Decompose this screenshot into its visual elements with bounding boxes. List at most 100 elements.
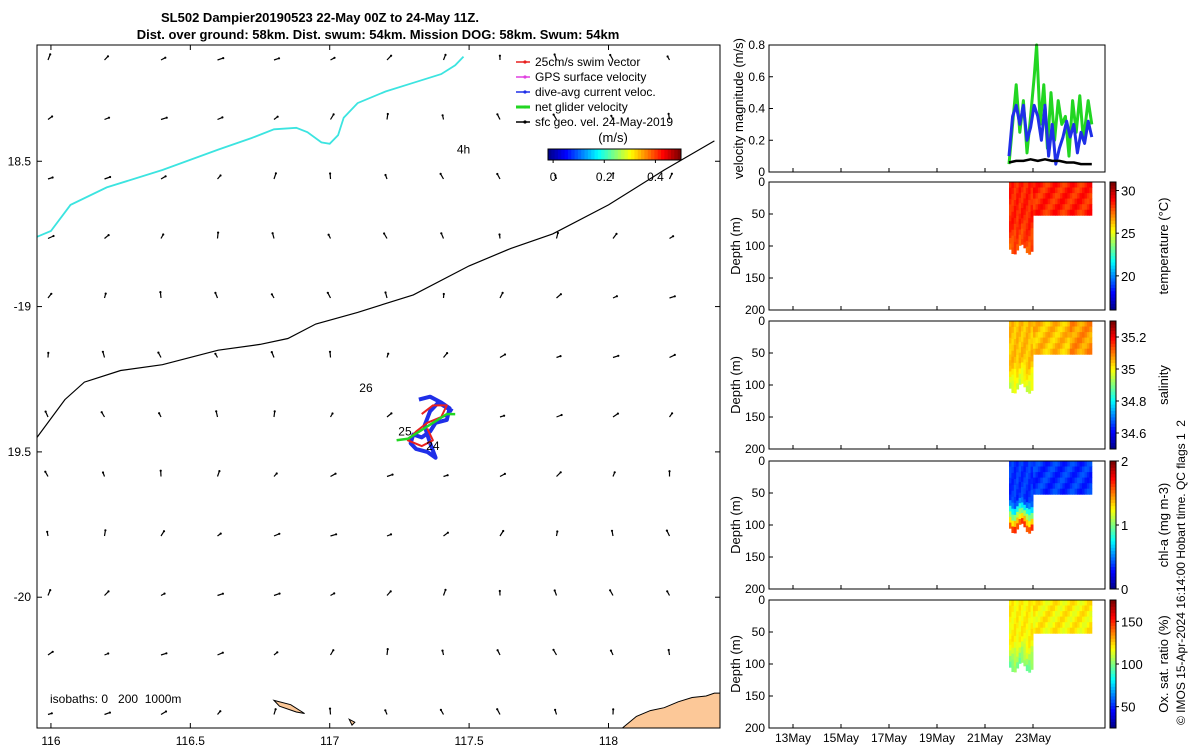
profile-cell xyxy=(1013,612,1017,619)
profile-cell xyxy=(1047,611,1051,618)
geo-vector-head xyxy=(328,350,332,353)
profile-cell xyxy=(1016,511,1020,519)
profile-cell xyxy=(1016,639,1020,646)
geo-vector-head xyxy=(612,172,615,175)
profile-cell xyxy=(1028,194,1032,201)
profile-cell xyxy=(1089,472,1093,479)
profile-cell xyxy=(1079,600,1083,606)
profile-cell xyxy=(1025,326,1029,334)
geo-vector-head xyxy=(214,352,217,355)
profile-cell xyxy=(1050,198,1054,205)
geo-vector-head xyxy=(502,529,505,533)
profile-cell xyxy=(1028,515,1032,522)
profile-cell xyxy=(1040,332,1044,339)
profile-colorbar-segment xyxy=(1110,429,1116,434)
geo-vector-head xyxy=(439,708,442,712)
profile-cell xyxy=(1025,641,1029,648)
profile-colorbar-label: temperature (°C) xyxy=(1156,198,1171,295)
profile-cell xyxy=(1018,631,1022,638)
profile-cell xyxy=(1064,472,1068,479)
profile-cell xyxy=(1033,187,1036,194)
profile-colorbar-segment xyxy=(1110,467,1116,471)
profile-cell xyxy=(1052,198,1056,205)
profile-cell xyxy=(1025,513,1029,521)
profile-cell xyxy=(1035,187,1039,194)
geo-vector-head xyxy=(496,708,499,711)
profile-cell xyxy=(1052,605,1056,612)
profile-cell xyxy=(1055,461,1058,467)
geo-vector-head xyxy=(159,469,162,472)
colorbar-frame xyxy=(547,148,682,161)
profile-cell xyxy=(1052,466,1056,473)
profile-colorbar-segment xyxy=(1110,585,1116,590)
geo-vector-head xyxy=(609,53,612,57)
profile-colorbar-tick-label: 50 xyxy=(1121,700,1135,715)
profile-cell xyxy=(1030,663,1034,670)
profile-cell xyxy=(1009,360,1012,367)
profile-cell xyxy=(1060,332,1063,339)
profile-colorbar-segment xyxy=(1110,378,1116,383)
time-axis: 13May 15May 17May 19May 21May 23May xyxy=(775,168,1051,745)
profile-cell xyxy=(1030,338,1034,345)
profile-cell xyxy=(1060,187,1063,194)
geo-vector-head xyxy=(49,589,52,592)
profile-cell xyxy=(1018,647,1022,654)
profile-cell xyxy=(1074,198,1078,205)
geo-vector-head xyxy=(386,648,389,651)
profile-cell xyxy=(1018,224,1022,230)
profile-cell xyxy=(1033,343,1036,350)
geo-vector-head xyxy=(503,353,507,356)
profile-cell xyxy=(1062,472,1066,479)
profile-cell xyxy=(1082,187,1085,194)
profile-cell xyxy=(1028,224,1032,231)
profile-cell xyxy=(1082,472,1085,479)
profile-cell xyxy=(1023,225,1027,232)
profile-cell xyxy=(1018,482,1022,488)
profile-cell xyxy=(1082,337,1085,344)
profile-cell xyxy=(1023,236,1027,243)
profile-cell xyxy=(1030,187,1034,195)
profile-cell xyxy=(1047,488,1051,495)
profile-cell xyxy=(1079,611,1083,618)
profile-colorbar-segment xyxy=(1110,201,1116,205)
profile-cell xyxy=(1009,365,1012,372)
profile-cell xyxy=(1086,461,1090,467)
geo-vector-head xyxy=(667,648,670,652)
profile-cell xyxy=(1074,321,1078,327)
profile-cell xyxy=(1074,209,1078,216)
profile-cell xyxy=(1052,616,1056,623)
profile-cell xyxy=(1025,611,1029,619)
profile-cell xyxy=(1021,641,1024,648)
profile-cell xyxy=(1064,326,1068,333)
profile-cell xyxy=(1077,611,1081,618)
profile-cell xyxy=(1045,488,1049,495)
profile-cell xyxy=(1018,642,1022,648)
profile-cell xyxy=(1018,513,1022,520)
track-label: 4h xyxy=(457,143,470,157)
profile-cell xyxy=(1023,632,1027,639)
profile-cell xyxy=(1018,187,1022,194)
profile-cell xyxy=(1035,600,1039,606)
profile-cell xyxy=(1028,654,1032,661)
profile-cell xyxy=(1067,483,1071,490)
profile-cell xyxy=(1084,477,1088,484)
profile-cell xyxy=(1086,472,1090,479)
profile-cell xyxy=(1042,182,1046,188)
profile-cell xyxy=(1033,209,1036,216)
profile-cell xyxy=(1089,461,1093,467)
profile-cell xyxy=(1082,343,1085,350)
profile-colorbar-segment xyxy=(1110,692,1116,697)
profile-cell xyxy=(1013,247,1017,255)
colorbar-segment xyxy=(564,149,569,160)
profile-cell xyxy=(1021,192,1024,199)
profile-cell xyxy=(1047,326,1051,333)
colorbar-segment xyxy=(611,149,615,160)
profile-cell xyxy=(1037,321,1041,327)
geo-vector-head xyxy=(554,174,557,177)
profile-cell xyxy=(1016,244,1020,251)
profile-cell xyxy=(1089,182,1093,188)
profile-cell xyxy=(1023,504,1027,511)
geo-vector-head xyxy=(157,351,160,354)
profile-cell xyxy=(1057,321,1061,327)
